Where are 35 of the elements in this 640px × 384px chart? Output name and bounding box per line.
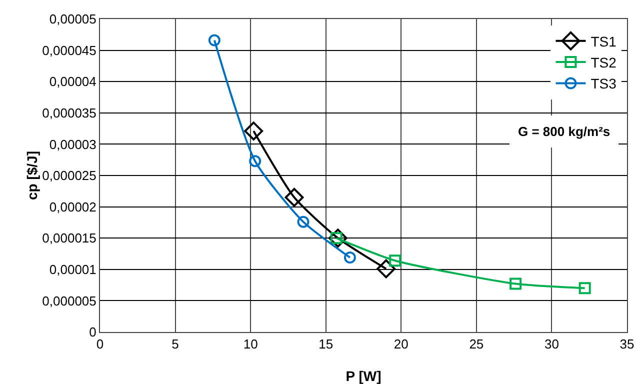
- point: [244, 122, 264, 140]
- point: [284, 188, 304, 207]
- point: [344, 252, 356, 264]
- x-tick-label: 35: [620, 336, 634, 352]
- x-tick-label: 5: [172, 336, 179, 352]
- point: [297, 216, 310, 228]
- x-tick-label: 15: [318, 336, 334, 352]
- y-tick-label: 0,00001: [49, 262, 96, 277]
- point: [510, 278, 522, 290]
- y-tick-label: 0,00004: [49, 74, 96, 90]
- annotation: G = 800 kg/m²s: [518, 124, 610, 139]
- y-tick-label: 0,000045: [42, 42, 96, 58]
- point: [389, 254, 402, 267]
- legend-label: TS2: [590, 54, 617, 71]
- legend-label: TS3: [590, 76, 617, 92]
- point: [328, 228, 348, 248]
- y-tick-label: 0,00005: [49, 12, 96, 27]
- x-tick-label: 30: [544, 336, 559, 352]
- y-tick-label: 0,00003: [49, 136, 96, 152]
- x-axis-title: P [W]: [346, 368, 382, 384]
- legend-label: TS1: [590, 33, 617, 50]
- y-tick-label: 0,00002: [49, 199, 96, 214]
- x-tick-label: 20: [394, 336, 408, 352]
- y-tick-label: 0,000025: [42, 168, 96, 184]
- y-tick-label: 0,000035: [42, 105, 96, 120]
- x-tick-label: 10: [243, 336, 258, 352]
- point: [208, 34, 220, 46]
- y-tick-label: 0: [89, 324, 96, 340]
- y-axis-title: cp [$/J]: [24, 150, 40, 200]
- y-tick-label: 0,000005: [42, 293, 96, 308]
- point: [249, 155, 262, 168]
- x-tick-label: 25: [469, 336, 484, 352]
- y-tick-label: 0,000015: [42, 230, 96, 246]
- point: [376, 259, 396, 278]
- point: [578, 282, 591, 294]
